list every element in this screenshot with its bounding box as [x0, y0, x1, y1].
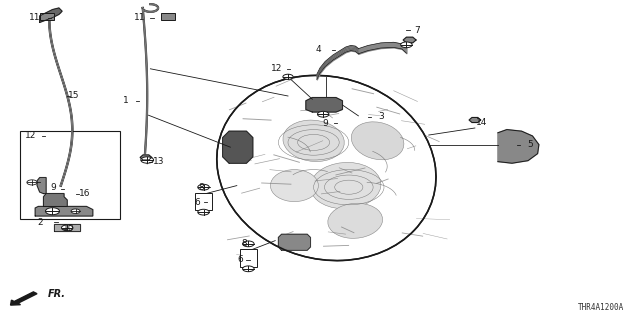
Polygon shape	[44, 194, 67, 206]
Circle shape	[45, 208, 60, 215]
Polygon shape	[403, 37, 416, 43]
Text: 8: 8	[242, 239, 247, 248]
Text: 9: 9	[51, 183, 56, 192]
Text: 11: 11	[29, 13, 41, 22]
Polygon shape	[223, 131, 253, 163]
Circle shape	[198, 184, 209, 190]
Bar	[240, 249, 257, 267]
Text: 12: 12	[25, 132, 36, 140]
Circle shape	[317, 111, 329, 117]
Text: 1: 1	[124, 96, 129, 105]
Polygon shape	[140, 155, 152, 160]
Polygon shape	[35, 206, 93, 216]
Text: 7: 7	[415, 26, 420, 35]
Polygon shape	[54, 224, 80, 231]
Polygon shape	[278, 234, 310, 250]
Ellipse shape	[328, 203, 383, 238]
Circle shape	[61, 225, 73, 231]
Text: 12: 12	[271, 64, 282, 73]
Text: THR4A1200A: THR4A1200A	[578, 303, 624, 312]
Circle shape	[27, 180, 37, 185]
Text: 5: 5	[527, 140, 532, 149]
Polygon shape	[40, 8, 62, 22]
Polygon shape	[306, 98, 342, 112]
Text: 3: 3	[378, 112, 383, 121]
Ellipse shape	[271, 170, 319, 202]
Circle shape	[141, 157, 154, 163]
Text: FR.: FR.	[48, 289, 66, 299]
Polygon shape	[469, 117, 481, 123]
Ellipse shape	[351, 122, 404, 160]
Text: 15: 15	[68, 92, 79, 100]
Text: 11: 11	[134, 13, 145, 22]
Circle shape	[71, 209, 80, 213]
Circle shape	[283, 74, 293, 79]
Ellipse shape	[310, 163, 381, 209]
Text: 16: 16	[79, 189, 91, 198]
Text: 4: 4	[316, 45, 321, 54]
Circle shape	[198, 209, 209, 215]
Bar	[161, 13, 175, 20]
Text: 14: 14	[476, 118, 487, 127]
Polygon shape	[37, 178, 46, 194]
Text: 10: 10	[63, 224, 75, 233]
Circle shape	[401, 42, 412, 48]
Circle shape	[243, 266, 254, 272]
Polygon shape	[498, 130, 539, 163]
Text: 6: 6	[237, 255, 243, 264]
FancyArrow shape	[11, 292, 37, 305]
Text: 6: 6	[195, 198, 200, 207]
Text: 2: 2	[37, 218, 42, 227]
Circle shape	[243, 241, 254, 247]
Text: 9: 9	[323, 119, 328, 128]
Ellipse shape	[217, 76, 436, 260]
Bar	[20, 131, 120, 219]
Bar	[195, 193, 212, 210]
Ellipse shape	[283, 120, 344, 162]
Text: 8: 8	[199, 183, 204, 192]
Bar	[40, 13, 54, 20]
Text: 13: 13	[153, 157, 164, 166]
